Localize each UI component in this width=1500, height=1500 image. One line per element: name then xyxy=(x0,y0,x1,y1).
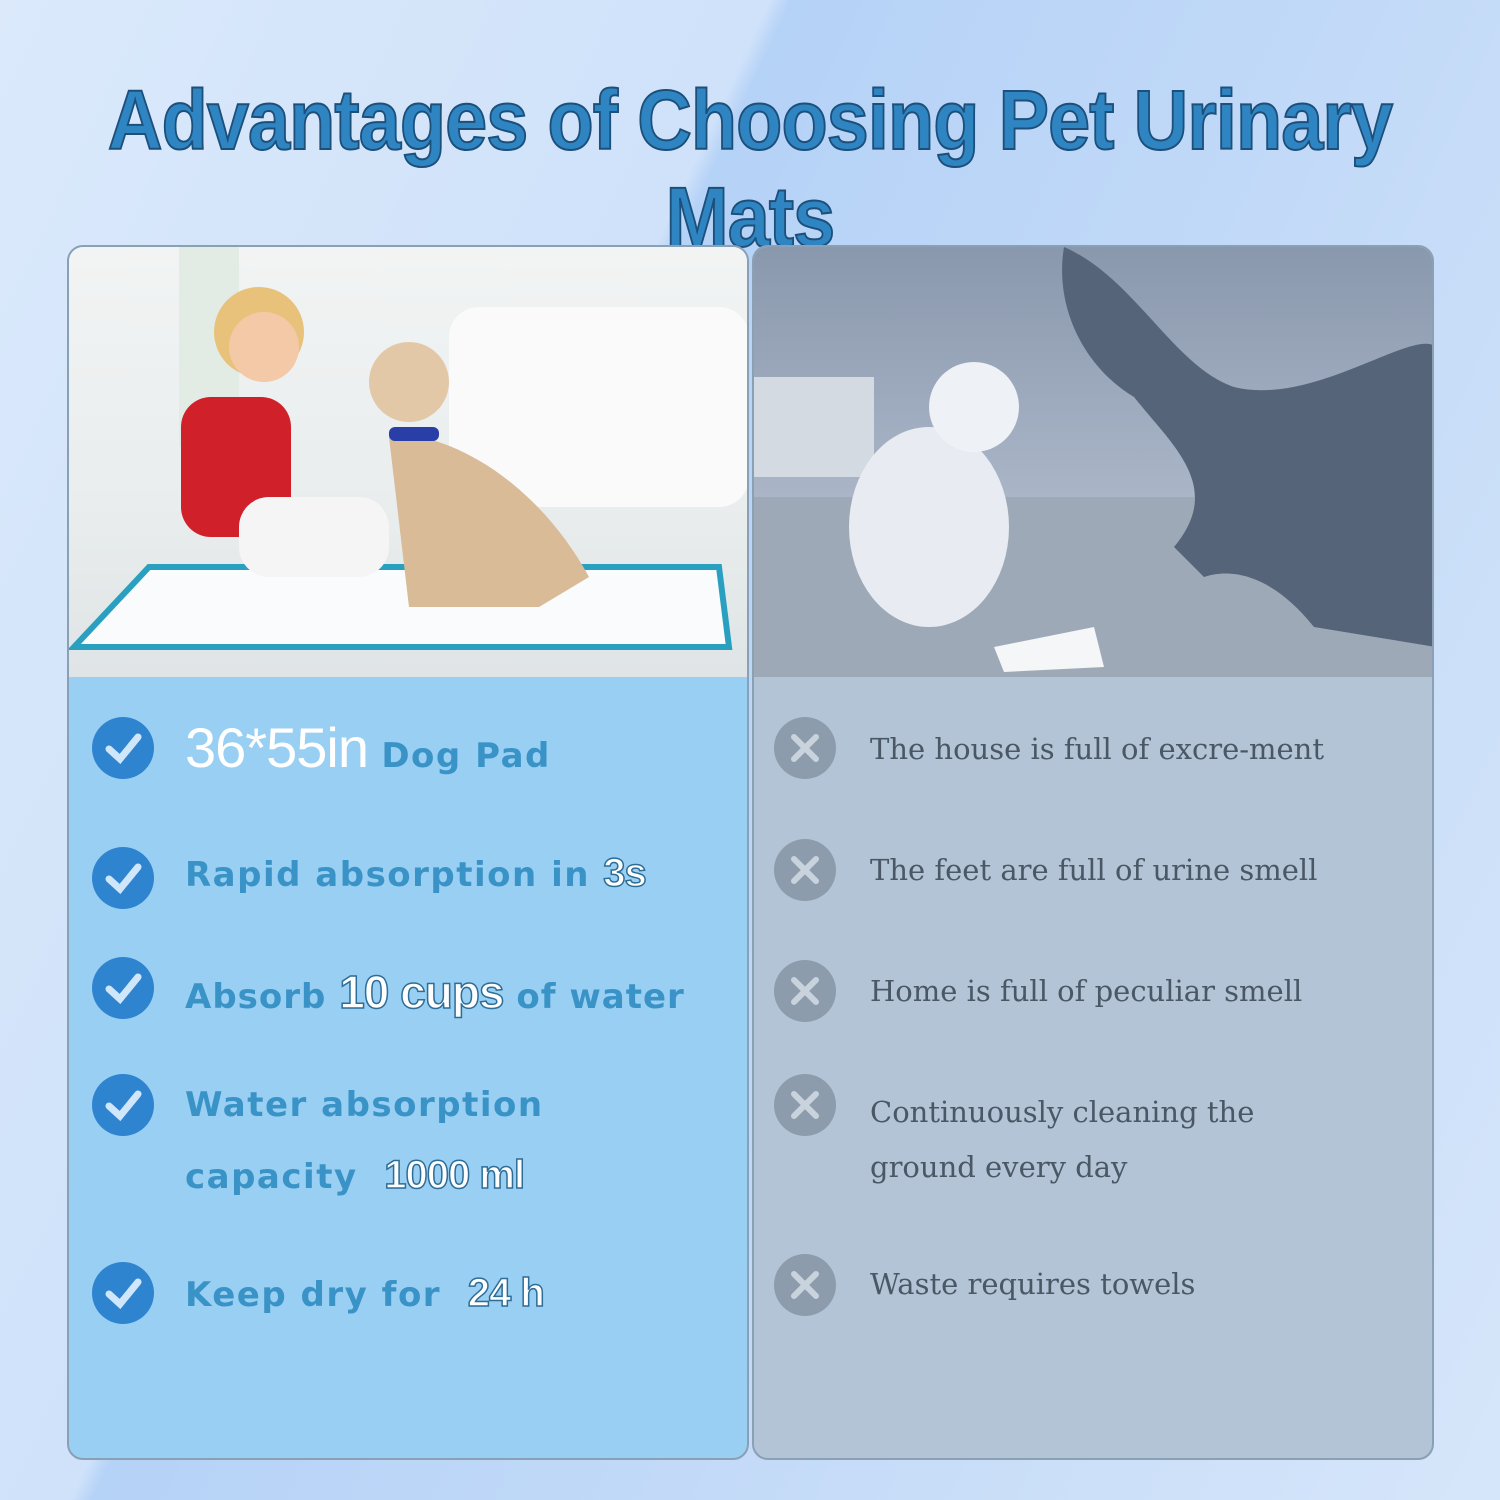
cross-icon xyxy=(774,1074,836,1136)
feature-size: 36*55in Dog Pad xyxy=(185,715,551,780)
problem-text: Waste requires towels xyxy=(870,1267,1196,1301)
problem-text: The house is full of excre-ment xyxy=(870,732,1325,766)
feature-text: Rapid absorption in xyxy=(185,855,590,895)
feature-capacity-line2: capacity 1000 ml xyxy=(185,1152,526,1198)
feature-capacity-line1: Water absorption xyxy=(185,1085,544,1125)
feature-absorption-speed: Rapid absorption in 3s xyxy=(185,850,648,896)
problem-text: The feet are full of urine smell xyxy=(870,853,1318,887)
feature-dry-time: Keep dry for 24 h xyxy=(185,1270,546,1316)
advantages-panel: 36*55in Dog Pad Rapid absorption in 3s A… xyxy=(67,245,749,1460)
cross-icon xyxy=(774,1254,836,1316)
highlight-ml: 1000 ml xyxy=(384,1152,526,1198)
check-icon xyxy=(92,957,154,1019)
disadvantages-panel: The house is full of excre-ment The feet… xyxy=(752,245,1434,1460)
feature-suffix: of water xyxy=(516,977,685,1017)
feature-text: Keep dry for xyxy=(185,1275,442,1315)
check-icon xyxy=(92,847,154,909)
cross-icon xyxy=(774,839,836,901)
feature-text: Absorb xyxy=(185,977,327,1017)
cross-icon xyxy=(774,717,836,779)
problem-text: Home is full of peculiar smell xyxy=(870,974,1303,1008)
problem-text-line2: ground every day xyxy=(870,1150,1128,1184)
woman-cleaning-floor-with-dog-photo xyxy=(754,247,1432,677)
feature-text: Dog Pad xyxy=(381,736,551,776)
highlight-hours: 24 h xyxy=(467,1270,546,1316)
highlight-cups: 10 cups xyxy=(338,965,505,1019)
highlight-time: 3s xyxy=(603,850,648,896)
problem-text-line1: Continuously cleaning the xyxy=(870,1095,1255,1129)
check-icon xyxy=(92,1074,154,1136)
feature-text: capacity xyxy=(185,1157,358,1197)
highlight-size: 36*55in xyxy=(185,716,369,779)
feature-capacity-cups: Absorb 10 cups of water xyxy=(185,965,685,1019)
check-icon xyxy=(92,1262,154,1324)
child-with-dog-on-pad-photo xyxy=(69,247,747,677)
check-icon xyxy=(92,717,154,779)
page-title: Advantages of Choosing Pet Urinary Mats xyxy=(107,72,1394,265)
cross-icon xyxy=(774,960,836,1022)
